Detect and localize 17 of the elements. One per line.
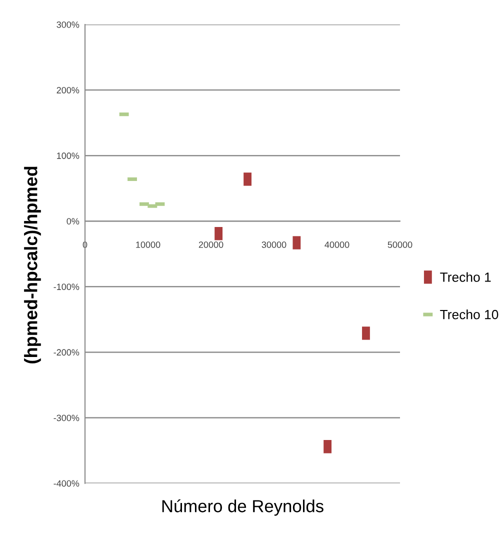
x-tick-label: 40000 [324,242,350,248]
x-tick-label: 20000 [198,242,224,248]
x-axis-title: Número de Reynolds [162,499,324,516]
y-tick-label: 100% [57,152,80,159]
y-tick-label: 0% [66,218,80,224]
legend-label: Trecho 10 [440,310,498,320]
y-tick-label: 300% [56,21,80,28]
y-tick-label: -400% [54,480,80,487]
legend-label: Trecho 1 [440,272,491,282]
y-tick-label: -200% [54,349,80,356]
x-tick-label: 30000 [262,242,286,248]
y-tick-label: 200% [56,87,80,94]
y-tick-label: -300% [54,414,80,422]
y-tick-label: -100% [54,284,80,290]
x-tick-label: 10000 [136,242,160,248]
x-tick-label: 50000 [388,242,412,248]
y-axis-title: (hpmed-hpcalc)/hpmed [24,166,41,364]
